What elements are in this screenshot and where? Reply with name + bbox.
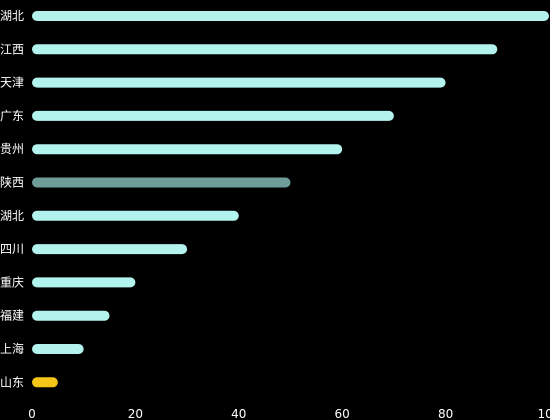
category-label: 福建 [0, 308, 24, 323]
bar-11 [32, 377, 58, 388]
bar-8 [32, 277, 136, 288]
x-tick-label: 80 [438, 407, 453, 420]
category-label: 上海 [0, 341, 24, 356]
bars-layer [32, 11, 549, 388]
category-label: 天津 [0, 76, 24, 90]
x-tick-label: 0 [28, 407, 36, 420]
category-label: 贵州 [0, 142, 24, 156]
bar-10 [32, 344, 84, 354]
x-tick-label: 40 [231, 407, 246, 420]
bar-4 [32, 144, 343, 155]
bar-2 [32, 77, 446, 88]
category-label: 湖北 [0, 8, 24, 23]
bar-3 [32, 110, 394, 121]
x-tick-label: 20 [128, 407, 143, 420]
bar-6 [32, 210, 239, 221]
category-label: 山东 [0, 375, 24, 389]
bar-1 [32, 44, 498, 55]
category-label: 江西 [0, 42, 24, 56]
category-label: 湖北 [0, 208, 24, 223]
category-label: 四川 [0, 242, 24, 256]
bar-9 [32, 310, 110, 321]
bar-7 [32, 244, 188, 255]
category-label: 重庆 [0, 275, 24, 289]
x-tick-label: 100 [538, 407, 550, 420]
bar-0 [32, 11, 549, 21]
category-label: 陕西 [0, 175, 24, 190]
category-label: 广东 [0, 109, 24, 123]
x-tick-label: 60 [335, 407, 350, 420]
bar-5 [32, 177, 291, 188]
x-axis-ticks: 0 20 40 60 80 100 [28, 407, 550, 420]
